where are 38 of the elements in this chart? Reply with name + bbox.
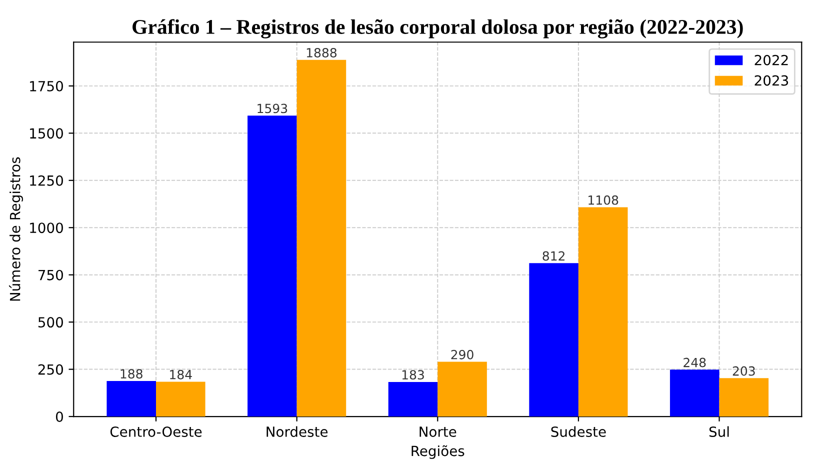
y-tick-label: 0 <box>56 411 63 422</box>
y-tick-label: 1250 <box>30 175 63 186</box>
x-tick-label: Nordeste <box>266 426 328 437</box>
y-tick-label: 250 <box>38 364 63 375</box>
data-label: 290 <box>451 350 474 360</box>
y-tick-label: 1500 <box>30 128 63 139</box>
data-label: 812 <box>542 251 564 261</box>
data-label: 203 <box>732 366 755 376</box>
x-tick-label: Sudeste <box>551 426 606 437</box>
bar <box>670 370 720 417</box>
data-label: 1108 <box>588 195 618 205</box>
data-label: 248 <box>684 358 706 368</box>
bar <box>156 382 206 417</box>
bar <box>529 263 578 417</box>
data-label: 1888 <box>306 48 337 58</box>
y-tick-label: 1750 <box>30 80 63 92</box>
y-tick-label: 500 <box>38 317 63 328</box>
data-label: 188 <box>120 369 142 379</box>
y-tick-label: 1000 <box>30 222 63 234</box>
data-label: 183 <box>402 370 424 380</box>
bar <box>106 381 156 417</box>
data-label: 184 <box>170 370 192 380</box>
bar <box>438 362 487 417</box>
y-axis-title: Número de Registros <box>9 157 23 301</box>
bar <box>388 382 438 417</box>
data-label: 1593 <box>258 104 288 114</box>
legend-label: 2023 <box>754 75 788 86</box>
x-tick-label: Sul <box>709 426 729 437</box>
legend-label: 2022 <box>754 54 788 66</box>
bar <box>578 207 628 417</box>
y-tick-label: 750 <box>38 270 63 280</box>
x-axis-title: Regiões <box>412 445 464 459</box>
bar <box>248 116 297 417</box>
x-tick-label: Centro-Oeste <box>110 426 202 437</box>
bar <box>296 60 346 417</box>
bar <box>719 378 769 417</box>
chart-title: Gráfico 1 – Registros de lesão corporal dolosa por região (2022-2023) <box>132 19 743 38</box>
x-tick-label: Norte <box>420 426 456 437</box>
